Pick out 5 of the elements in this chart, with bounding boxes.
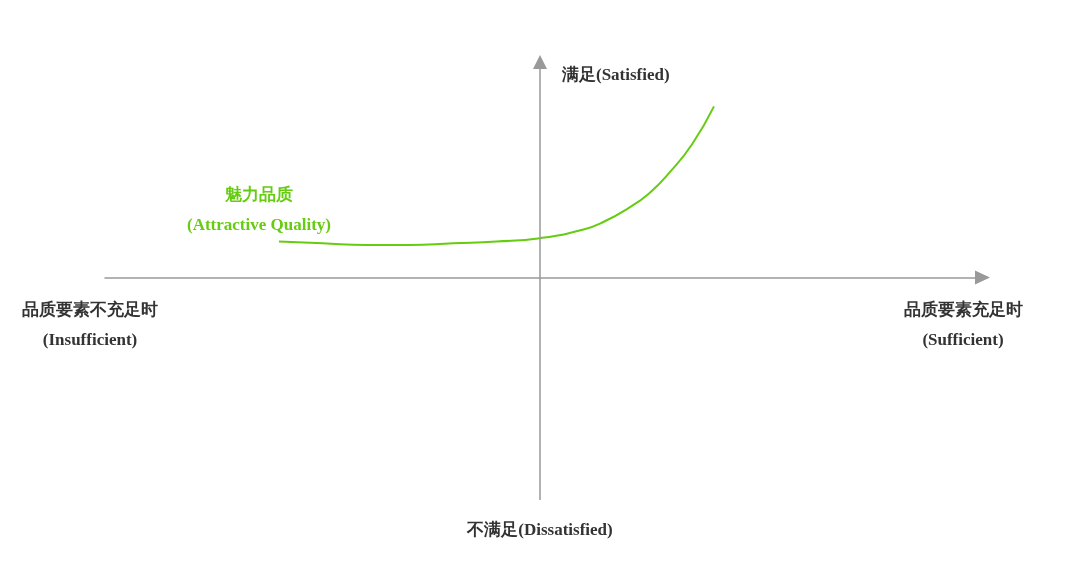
y-axis-title: 满足(Satisfied) — [561, 64, 670, 84]
text: 品质要素不充足时 (Insufficient) — [22, 300, 158, 349]
text: 不满足(Dissatisfied) — [466, 519, 613, 539]
series-label: 魅力品质 (Attractive Quality) — [187, 185, 331, 235]
text: 品质要素充足时 (Sufficient) — [903, 300, 1023, 349]
